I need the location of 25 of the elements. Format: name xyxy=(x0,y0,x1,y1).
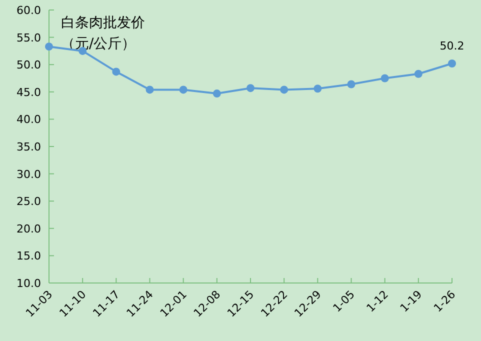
point xyxy=(45,42,53,51)
y-tick-label: 40.0 xyxy=(16,113,41,126)
point xyxy=(448,60,456,68)
point xyxy=(246,84,254,92)
y-tick-label: 15.0 xyxy=(16,250,41,263)
point xyxy=(179,86,188,94)
point xyxy=(112,68,120,76)
point xyxy=(212,90,221,98)
y-tick-label: 45.0 xyxy=(16,86,41,99)
point xyxy=(380,74,389,82)
data-label: 50.2 xyxy=(440,40,464,53)
y-tick-label: 10.0 xyxy=(16,277,41,290)
chart-title: 白条肉批发价 xyxy=(61,15,145,31)
point xyxy=(146,86,154,94)
y-tick-label: 25.0 xyxy=(16,195,41,208)
y-tick-label: 60.0 xyxy=(16,4,41,17)
point xyxy=(280,86,288,94)
y-tick-label: 50.0 xyxy=(16,58,41,72)
point xyxy=(347,80,356,88)
y-tick-label: 20.0 xyxy=(16,222,41,236)
y-tick-label: 35.0 xyxy=(16,140,41,154)
point xyxy=(314,84,322,93)
y-tick-label: 30.0 xyxy=(16,168,41,181)
y-tick-label: 55.0 xyxy=(16,31,41,44)
point xyxy=(414,70,422,78)
